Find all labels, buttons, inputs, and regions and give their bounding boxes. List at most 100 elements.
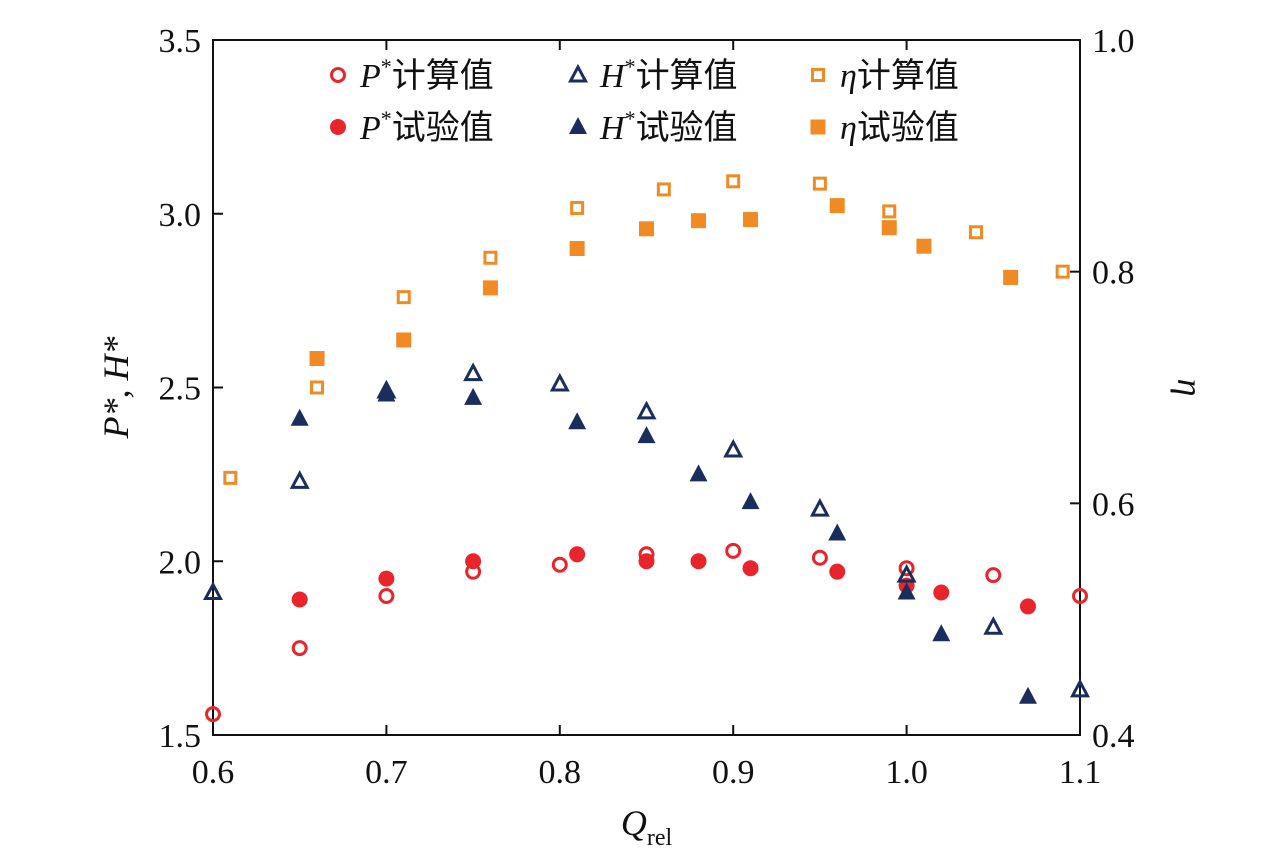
data-point [551,556,568,573]
axis-ticks: 0.6 0.7 0.8 0.9 1.0 1.1 1.5 2.0 2.5 3.0 3.5 0.4 0.6 0… [159,23,1135,791]
legend-label: η计算值 [840,57,959,95]
series-2 [202,362,1091,698]
y-right-tick-label: 0.8 [1092,255,1135,292]
series-0 [205,542,1088,723]
data-point [882,204,897,219]
data-point [811,549,828,566]
legend: P*计算值 P*试验值 H*计算值 H*试验值 η计算值 η试验值 [330,54,959,147]
y-left-tick-label: 3.0 [159,197,202,234]
data-point [570,200,585,215]
data-point [933,584,950,601]
x-axis-title: Qrel [621,803,673,849]
data-point [1072,588,1088,604]
data-point [897,582,916,600]
data-point [691,213,707,229]
data-point [723,438,744,458]
data-point [812,176,827,191]
y-left-tick-label: 2.5 [159,371,202,408]
data-point [463,362,484,382]
data-point [396,332,412,348]
data-point [223,470,238,485]
data-point [896,563,917,583]
data-point [549,372,570,392]
data-point [464,387,483,405]
data-point [568,412,587,430]
data-point [638,553,655,570]
y-right-tick-label: 1.0 [1092,23,1135,60]
data-point [656,182,671,197]
data-point [1069,678,1091,698]
data-point [898,560,915,577]
y-left-tick-label: 2.0 [159,544,202,581]
legend-label: P*计算值 [359,54,494,95]
y-left-tick-label: 3.5 [159,23,202,60]
data-point [639,221,654,237]
data-point [465,553,482,570]
x-tick-label: 0.7 [365,754,408,791]
legend-marker [567,63,589,83]
data-point [968,225,983,240]
y-left-tick-label: 1.5 [159,718,202,755]
data-point [310,380,325,395]
data-point [741,492,760,510]
data-point [291,591,308,608]
data-point [377,384,396,402]
legend-label: P*试验值 [359,106,494,147]
data-point [289,470,310,489]
data-point [1019,598,1036,615]
data-point [205,706,221,723]
data-point [916,238,932,254]
data-point [829,198,845,214]
data-point [569,241,585,256]
y-right-axis-title: η [1170,379,1210,397]
series-5 [309,198,1019,367]
data-point [569,546,586,563]
data-point [689,464,708,482]
legend-marker [811,68,825,82]
legend-marker [810,119,826,135]
data-point [378,588,395,604]
x-tick-label: 0.9 [712,754,755,791]
data-point [743,212,759,228]
data-point [690,553,707,570]
data-point [1018,686,1037,704]
data-point [1003,269,1019,285]
data-point [742,560,759,577]
data-point [482,280,498,296]
y-right-tick-label: 0.6 [1092,486,1135,523]
legend-marker [569,117,587,134]
data-point [985,567,1002,584]
legend-marker [330,119,346,135]
data-point [309,351,325,367]
x-tick-label: 1.0 [885,754,928,791]
data-point [726,174,741,189]
series-4 [223,174,1070,485]
x-tick-label: 0.8 [539,754,582,791]
legend-label: H*计算值 [599,54,738,95]
data-marks [202,174,1091,723]
y-left-axis-title: P*, H* [96,337,136,440]
legend-label: η试验值 [840,109,959,147]
data-point [828,523,847,541]
axis-titles: Qrel P*, H* η [96,337,1210,849]
data-point [291,640,308,657]
data-point [290,408,309,426]
series-1 [291,546,1036,615]
data-point [932,624,951,642]
x-tick-label: 0.6 [192,754,235,791]
data-point [829,563,846,580]
data-point [637,426,656,444]
data-point [725,542,742,559]
x-tick-label: 1.1 [1059,754,1102,791]
data-point [636,400,657,420]
data-point [983,616,1004,635]
legend-label: H*试验值 [599,106,738,147]
y-right-tick-label: 0.4 [1092,718,1135,755]
data-point [378,570,395,587]
data-point [483,250,498,265]
series-3 [290,384,1037,704]
data-point [396,290,411,305]
data-point [202,581,224,601]
data-point [809,497,830,517]
